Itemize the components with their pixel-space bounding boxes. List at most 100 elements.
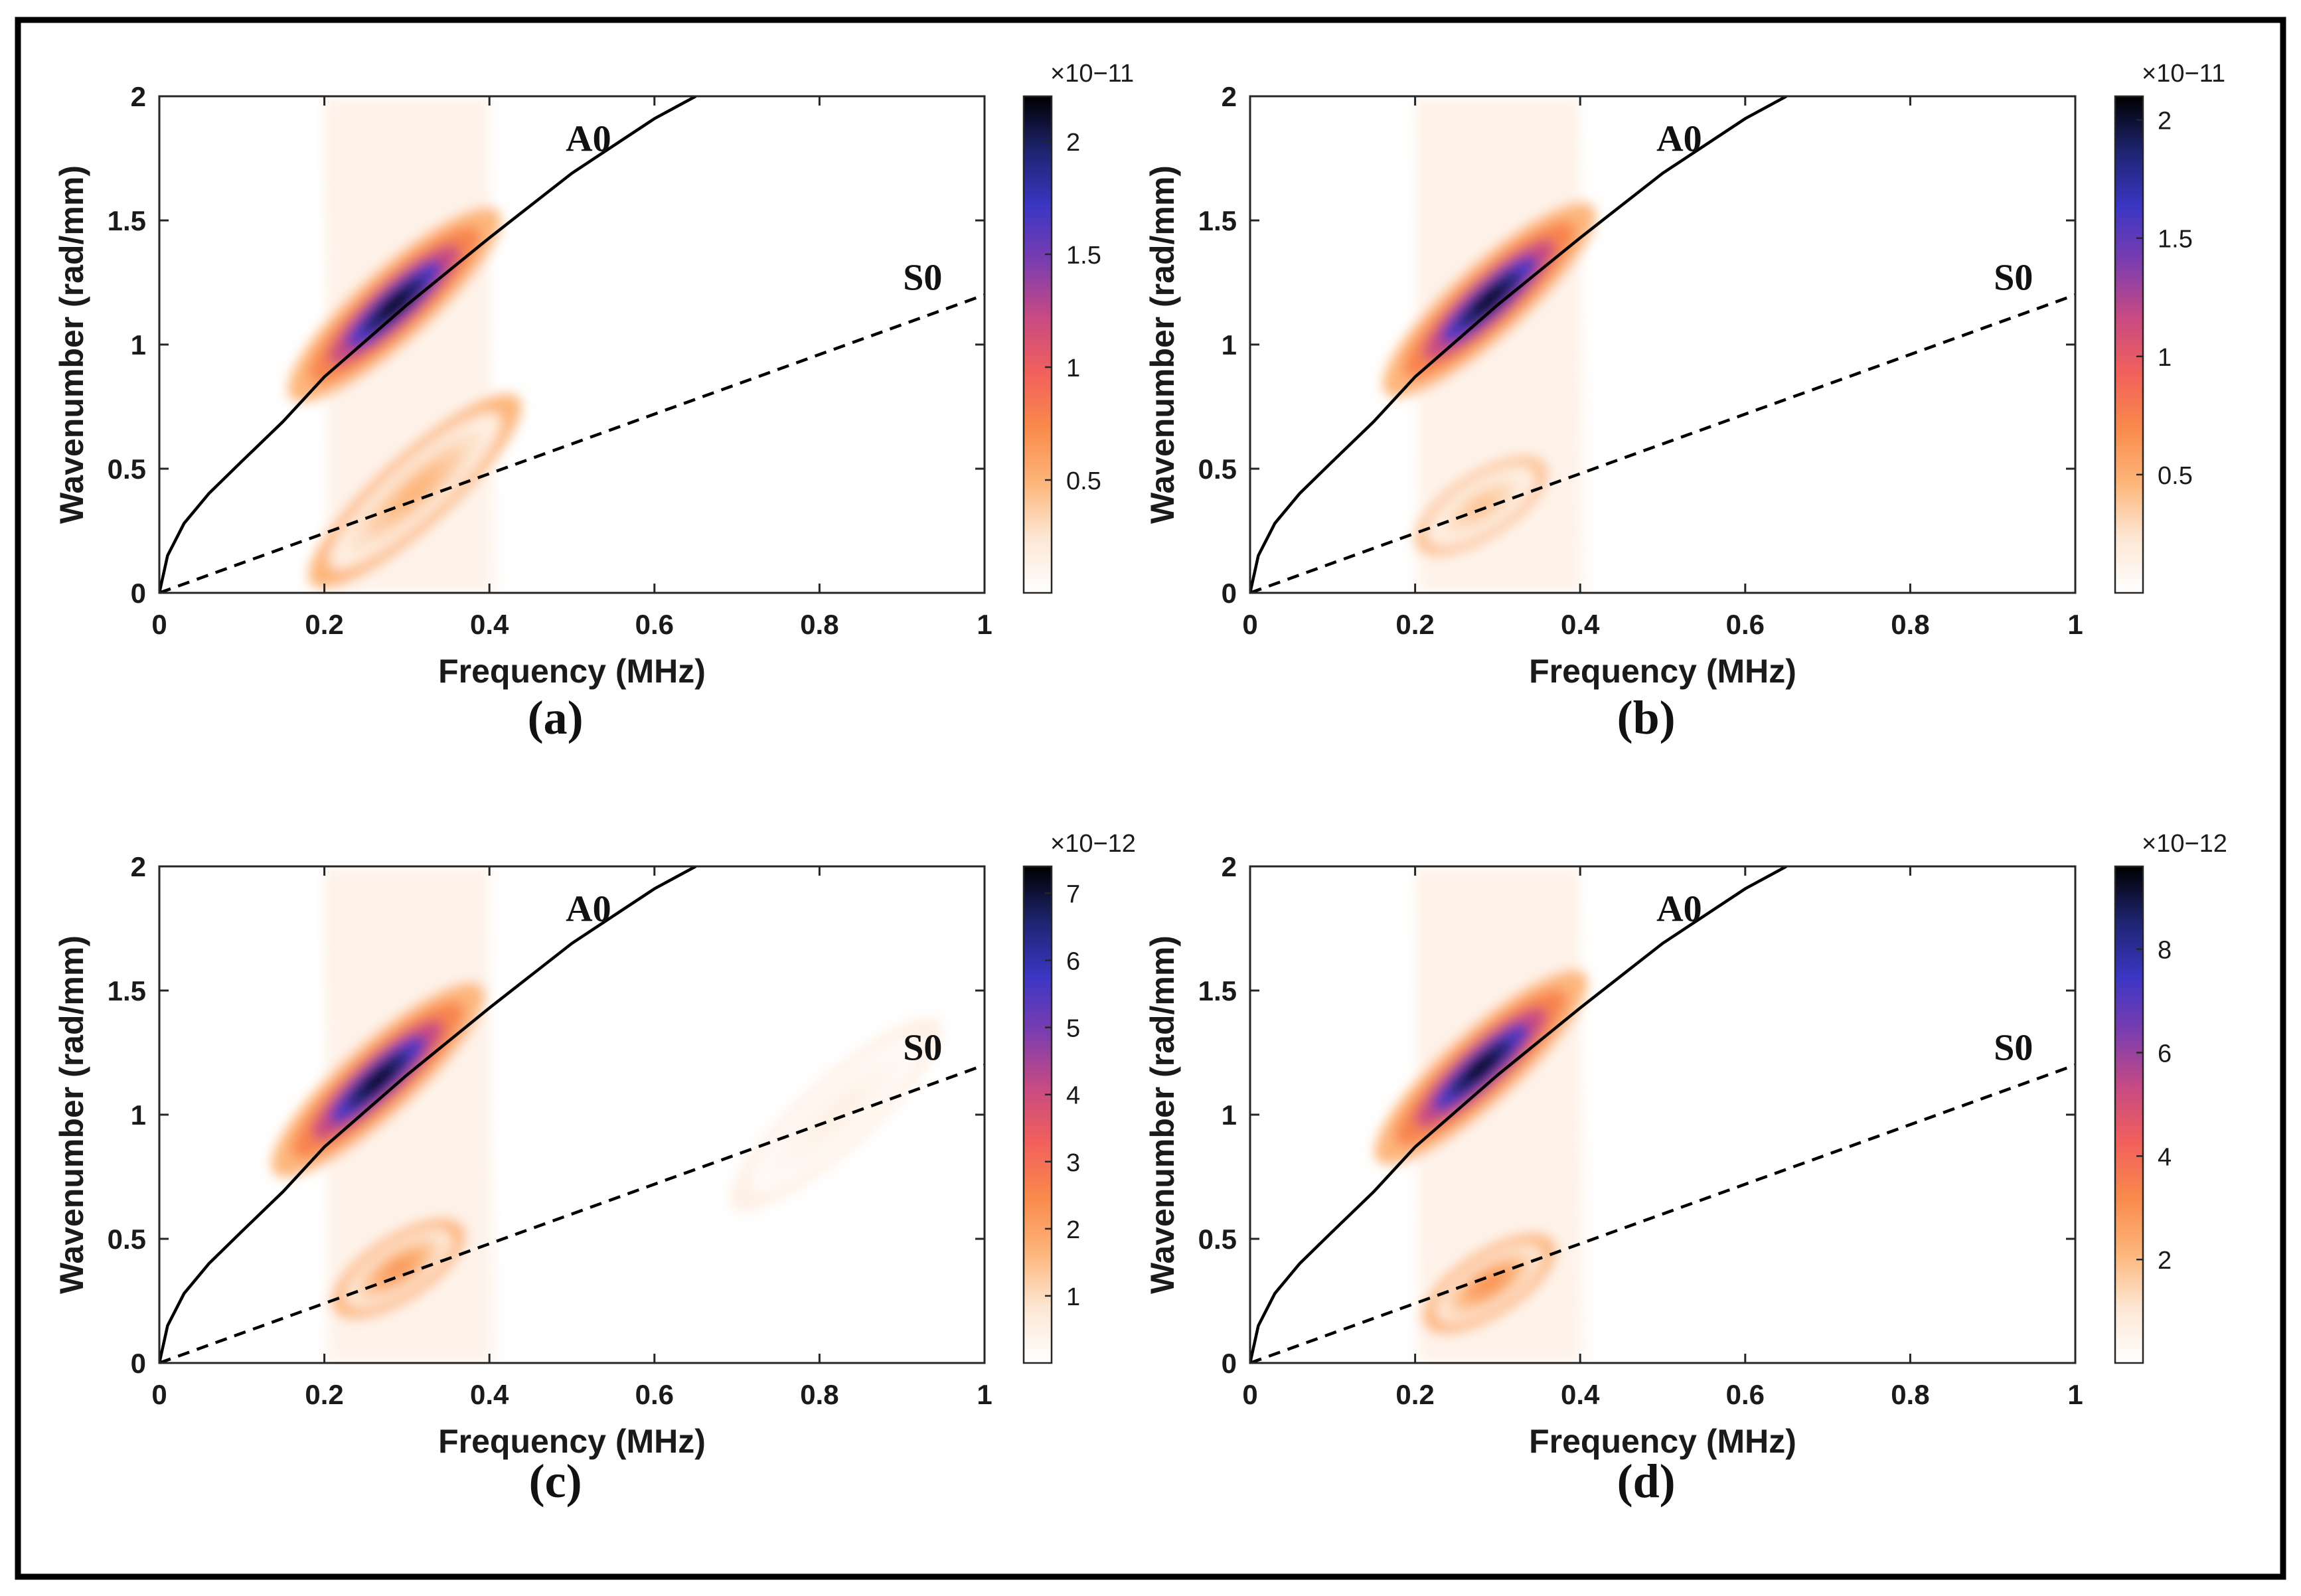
y-tick-label: 2 xyxy=(1222,81,1237,112)
colorbar-tick-label: 4 xyxy=(1066,1082,1080,1110)
hotspot xyxy=(362,1066,394,1095)
panel-label: (d) xyxy=(1617,1455,1676,1508)
interference-stripe xyxy=(1542,866,1557,1363)
curve-label-s0: S0 xyxy=(903,1028,942,1069)
curve-s0 xyxy=(1250,293,2075,593)
curve-label-a0: A0 xyxy=(566,888,611,929)
x-tick-label: 0.8 xyxy=(1891,609,1929,640)
x-tick-label: 0.8 xyxy=(1891,1379,1929,1410)
heatmap-layer xyxy=(159,866,985,1363)
y-tick-label: 0 xyxy=(1222,578,1237,609)
interference-stripe xyxy=(1551,866,1567,1363)
y-tick-label: 2 xyxy=(131,851,146,882)
plot-area xyxy=(1250,866,2075,1363)
colorbar xyxy=(1022,865,1053,1364)
hotspot xyxy=(1465,1053,1497,1082)
y-tick-label: 2 xyxy=(131,81,146,112)
x-tick-label: 0.2 xyxy=(305,609,343,640)
interference-stripe xyxy=(1572,96,1588,593)
colorbar-tick-label: 5 xyxy=(1066,1015,1080,1043)
x-axis-label: Frequency (MHz) xyxy=(438,653,706,690)
curve-s0 xyxy=(1250,1064,2075,1363)
colorbar-exponent: ×10−11 xyxy=(1050,60,1134,88)
colorbar-tick-label: 2 xyxy=(2158,108,2172,135)
interference-stripe xyxy=(1562,96,1577,593)
curve-a0 xyxy=(159,96,697,593)
panel-d: 0 0.2 0.4 0.6 0.8 1 0 0.5 1 1.5 2 Frequency (MHz) Wa… xyxy=(1144,830,2227,1508)
y-axis-label: Wavenumber (rad/mm) xyxy=(1144,935,1181,1294)
colorbar-tick-label: 2 xyxy=(1066,129,1080,157)
colorbar-tick-label: 6 xyxy=(2158,1040,2172,1068)
interference-stripe xyxy=(1572,866,1588,1363)
hotspot xyxy=(1479,1275,1500,1292)
interference-stripe xyxy=(1551,96,1567,593)
x-tick-label: 0.2 xyxy=(1395,1379,1434,1410)
hotspot xyxy=(1474,285,1505,315)
x-tick-label: 0.4 xyxy=(1561,609,1600,640)
y-tick-label: 1 xyxy=(131,1099,146,1131)
curve-label-s0: S0 xyxy=(1994,1028,2033,1069)
curve-s0 xyxy=(159,1064,985,1363)
hotspot xyxy=(388,1261,409,1277)
x-tick-label: 1 xyxy=(2067,1379,2083,1410)
y-axis-label: Wavenumber (rad/mm) xyxy=(53,935,90,1294)
x-tick-label: 0.4 xyxy=(470,609,509,640)
hotspot xyxy=(400,477,431,506)
y-tick-label: 0.5 xyxy=(1198,453,1237,485)
colorbar xyxy=(2114,865,2144,1364)
plot-area xyxy=(159,96,985,593)
x-tick-label: 0.6 xyxy=(1726,609,1765,640)
colorbar-tick-label: 1 xyxy=(1066,1283,1080,1311)
interference-stripe xyxy=(461,866,477,1363)
interference-stripe xyxy=(471,866,487,1363)
interference-stripe xyxy=(471,96,487,593)
x-tick-label: 0 xyxy=(151,609,167,640)
x-axis-label: Frequency (MHz) xyxy=(1529,1423,1796,1460)
curve-label-a0: A0 xyxy=(1656,118,1702,159)
colorbar-tick-label: 1 xyxy=(1066,355,1080,382)
y-axis-label: Wavenumber (rad/mm) xyxy=(53,165,90,524)
panel-label: (c) xyxy=(529,1455,582,1508)
interference-stripe xyxy=(1542,96,1557,593)
heatmap-layer xyxy=(1250,866,2075,1363)
interference-stripe xyxy=(440,96,456,593)
curve-a0 xyxy=(1250,866,1787,1363)
plot-area xyxy=(1250,96,2075,593)
colorbar-tick-label: 8 xyxy=(2158,937,2172,965)
x-tick-label: 0.4 xyxy=(1561,1379,1600,1410)
x-tick-label: 0.8 xyxy=(800,609,838,640)
interference-stripe xyxy=(481,866,497,1363)
x-axis-label: Frequency (MHz) xyxy=(438,1423,706,1460)
colorbar-tick-label: 4 xyxy=(2158,1143,2172,1171)
curve-label-s0: S0 xyxy=(903,258,942,299)
interference-stripe xyxy=(461,96,477,593)
interference-stripe xyxy=(430,866,445,1363)
interference-stripe xyxy=(451,866,466,1363)
y-axis-label: Wavenumber (rad/mm) xyxy=(1144,165,1181,524)
panel-c: 0 0.2 0.4 0.6 0.8 1 0 0.5 1 1.5 2 Frequency (MHz) Wa… xyxy=(53,830,1136,1508)
y-tick-label: 0.5 xyxy=(108,453,146,485)
y-tick-label: 2 xyxy=(1222,851,1237,882)
curve-label-s0: S0 xyxy=(1994,258,2033,299)
y-tick-label: 1.5 xyxy=(1198,205,1237,236)
y-tick-label: 1 xyxy=(131,329,146,360)
y-tick-label: 1 xyxy=(1222,329,1237,360)
curve-a0 xyxy=(1250,96,1787,593)
x-tick-label: 0.2 xyxy=(1395,609,1434,640)
colorbar-tick-label: 0.5 xyxy=(1066,467,1101,495)
x-tick-label: 0.2 xyxy=(305,1379,343,1410)
colorbar-tick-label: 1 xyxy=(2158,344,2172,372)
x-tick-label: 1 xyxy=(977,1379,992,1410)
y-tick-label: 0 xyxy=(131,1348,146,1379)
colorbar-tick-label: 7 xyxy=(1066,880,1080,908)
y-tick-label: 0.5 xyxy=(108,1224,146,1255)
x-tick-label: 1 xyxy=(2067,609,2083,640)
y-tick-label: 1 xyxy=(1222,1099,1237,1131)
y-tick-label: 1.5 xyxy=(1198,975,1237,1006)
colorbar-exponent: ×10−12 xyxy=(2142,830,2227,858)
x-tick-label: 0.4 xyxy=(470,1379,509,1410)
interference-stripe xyxy=(481,96,497,593)
x-tick-label: 0.8 xyxy=(800,1379,838,1410)
y-tick-label: 0.5 xyxy=(1198,1224,1237,1255)
